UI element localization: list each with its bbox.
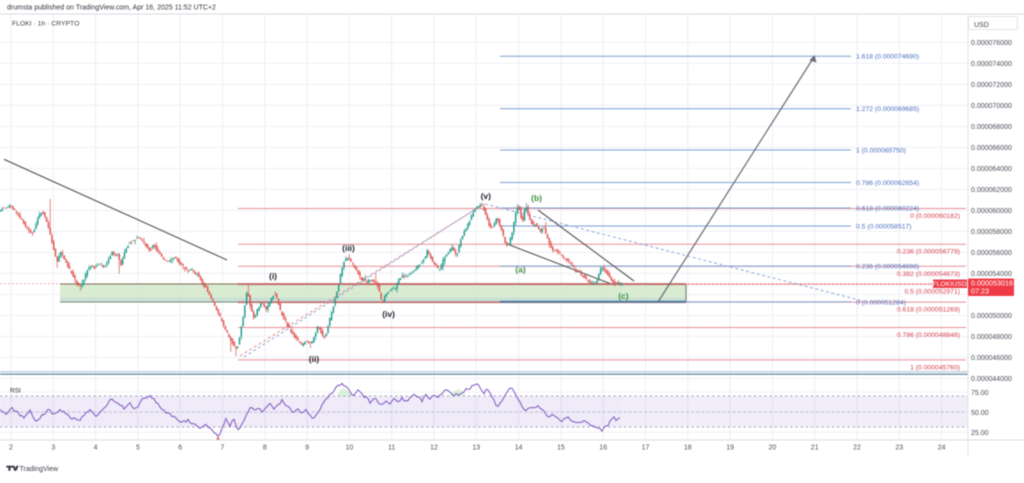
svg-text:5: 5	[136, 445, 140, 452]
svg-text:13: 13	[472, 445, 480, 452]
svg-text:20: 20	[769, 445, 777, 452]
svg-text:0.000048000: 0.000048000	[971, 334, 1012, 341]
svg-text:0.000070000: 0.000070000	[971, 103, 1012, 110]
svg-text:07:23: 07:23	[971, 287, 989, 296]
svg-text:0.618 (0.000051269): 0.618 (0.000051269)	[897, 307, 960, 314]
svg-text:(a): (a)	[515, 265, 526, 275]
svg-text:19: 19	[726, 445, 734, 452]
svg-text:TradingView: TradingView	[20, 466, 59, 473]
svg-text:0.236 (0.000056779): 0.236 (0.000056779)	[897, 249, 960, 256]
svg-text:(b): (b)	[531, 193, 542, 203]
svg-text:0.786 (0.000062654): 0.786 (0.000062654)	[856, 180, 919, 187]
svg-text:0.000044000: 0.000044000	[971, 376, 1012, 383]
svg-text:3: 3	[51, 445, 55, 452]
svg-text:0.000053016: 0.000053016	[971, 279, 1013, 288]
svg-text:21: 21	[811, 445, 819, 452]
svg-text:10: 10	[346, 445, 354, 452]
svg-text:0.000058000: 0.000058000	[971, 229, 1012, 236]
svg-text:0 (0.000051284): 0 (0.000051284)	[856, 299, 906, 306]
svg-text:0.000074000: 0.000074000	[971, 61, 1012, 68]
svg-text:(i): (i)	[269, 271, 277, 281]
svg-text:(iv): (iv)	[382, 309, 395, 319]
svg-text:16: 16	[599, 445, 607, 452]
svg-text:22: 22	[853, 445, 861, 452]
svg-text:0.000046000: 0.000046000	[971, 355, 1012, 362]
svg-text:75.00: 75.00	[971, 390, 989, 397]
svg-text:0.236 (0.000054698): 0.236 (0.000054698)	[856, 264, 919, 271]
svg-text:15: 15	[557, 445, 565, 452]
svg-text:1.618 (0.000074690): 1.618 (0.000074690)	[856, 54, 919, 61]
svg-text:0.000062000: 0.000062000	[971, 187, 1012, 194]
svg-text:17: 17	[642, 445, 650, 452]
svg-text:23: 23	[895, 445, 903, 452]
svg-text:(c): (c)	[618, 291, 629, 301]
svg-text:FLOKIUSD: FLOKIUSD	[933, 281, 967, 288]
svg-text:drumsta published on TradingVi: drumsta published on TradingView.com, Ap…	[7, 5, 216, 12]
svg-text:0.000064000: 0.000064000	[971, 166, 1012, 173]
svg-text:9: 9	[305, 445, 309, 452]
svg-text:RSI: RSI	[10, 388, 21, 395]
svg-text:14: 14	[515, 445, 523, 452]
svg-text:(ii): (ii)	[309, 354, 320, 364]
svg-text:4: 4	[94, 445, 98, 452]
svg-text:USD: USD	[974, 22, 989, 29]
svg-text:8: 8	[263, 445, 267, 452]
svg-text:24: 24	[938, 445, 946, 452]
svg-text:FLOKI · 1h · CRYPTO: FLOKI · 1h · CRYPTO	[12, 21, 79, 28]
svg-text:1 (0.000045760): 1 (0.000045760)	[910, 364, 960, 371]
svg-text:12: 12	[430, 445, 438, 452]
svg-text:0.000054000: 0.000054000	[971, 271, 1012, 278]
svg-text:50.00: 50.00	[971, 410, 989, 417]
svg-text:0.000066000: 0.000066000	[971, 145, 1012, 152]
svg-text:(v): (v)	[481, 191, 492, 201]
svg-text:0.618 (0.000060224): 0.618 (0.000060224)	[856, 206, 919, 213]
svg-text:0.000050000: 0.000050000	[971, 313, 1012, 320]
svg-text:7: 7	[221, 445, 225, 452]
svg-text:6: 6	[178, 445, 182, 452]
svg-text:0 (0.000060182): 0 (0.000060182)	[910, 213, 960, 220]
svg-text:0.000056000: 0.000056000	[971, 250, 1012, 257]
svg-text:11: 11	[388, 445, 395, 452]
svg-text:18: 18	[684, 445, 692, 452]
svg-text:1.272 (0.000069685): 1.272 (0.000069685)	[856, 106, 919, 113]
svg-text:1 (0.000065750): 1 (0.000065750)	[856, 148, 906, 155]
svg-text:2: 2	[9, 445, 13, 452]
svg-text:0.786 (0.000048846): 0.786 (0.000048846)	[897, 332, 960, 339]
svg-text:25.00: 25.00	[971, 430, 989, 437]
svg-text:0.5 (0.000058517): 0.5 (0.000058517)	[856, 224, 912, 231]
svg-text:(iii): (iii)	[342, 243, 355, 253]
svg-text:0.000068000: 0.000068000	[971, 124, 1012, 131]
svg-text:0.5 (0.000052971): 0.5 (0.000052971)	[904, 289, 960, 296]
svg-text:0.382 (0.000054673): 0.382 (0.000054673)	[897, 271, 960, 278]
svg-text:0.000060000: 0.000060000	[971, 208, 1012, 215]
svg-text:0.000072000: 0.000072000	[971, 82, 1012, 89]
svg-text:0.000076000: 0.000076000	[971, 40, 1012, 47]
